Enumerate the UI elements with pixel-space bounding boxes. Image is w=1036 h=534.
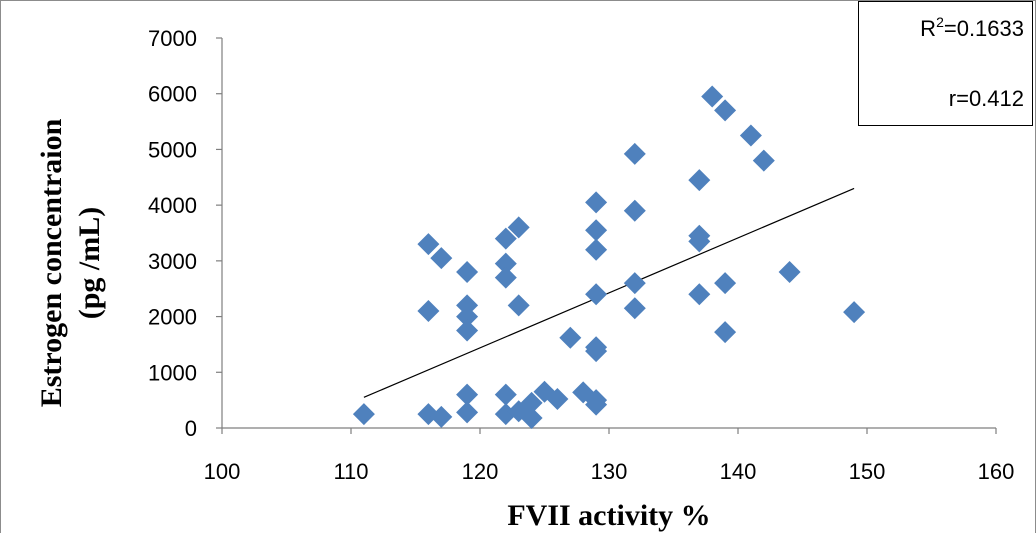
- y-tick-label: 0: [185, 416, 197, 441]
- data-point: [456, 294, 479, 317]
- data-point: [585, 219, 608, 242]
- data-point: [688, 230, 711, 253]
- data-point: [688, 283, 711, 306]
- data-point: [507, 216, 530, 239]
- data-point: [494, 266, 517, 289]
- data-point: [417, 300, 440, 322]
- data-point: [778, 261, 801, 283]
- data-point: [494, 227, 517, 250]
- y-tick-label: 4000: [148, 193, 197, 218]
- data-point: [688, 169, 711, 192]
- axis-labels: 0 1000 2000 3000 4000 5000 6000 7000 100 110 120 13…: [35, 26, 1014, 532]
- data-point: [623, 272, 646, 295]
- data-point: [585, 340, 608, 363]
- data-point: [701, 85, 724, 108]
- data-point: [417, 233, 440, 256]
- x-axis-title: FVII activity %: [507, 499, 710, 532]
- data-point: [585, 238, 608, 261]
- data-point: [494, 383, 517, 406]
- data-point: [585, 393, 608, 416]
- y-tick-label: 2000: [148, 305, 197, 330]
- data-point: [714, 321, 737, 344]
- data-point: [752, 149, 775, 172]
- data-points: [352, 85, 866, 429]
- data-point: [559, 326, 582, 349]
- data-point: [520, 391, 543, 414]
- data-point: [714, 272, 737, 295]
- data-point: [739, 124, 762, 147]
- y-axis-title-line: Estrogen concentraion: [35, 118, 68, 407]
- y-axis-title: Estrogen concentraion (pg /mL): [35, 118, 106, 407]
- y-tick-label: 5000: [148, 137, 197, 162]
- data-point: [494, 252, 517, 275]
- data-point: [843, 301, 866, 324]
- data-point: [456, 261, 479, 283]
- y-tick-label: 7000: [148, 26, 197, 51]
- data-point: [585, 283, 608, 306]
- x-tick-label: 110: [333, 459, 368, 484]
- data-point: [585, 191, 608, 214]
- data-point: [623, 142, 646, 165]
- x-tick-label: 150: [849, 459, 886, 484]
- r-squared-label: R2=0.1633: [920, 14, 1024, 41]
- x-tick-label: 160: [978, 459, 1015, 484]
- y-axis-title-line: (pg /mL): [73, 207, 106, 320]
- trendline-layer: [363, 187, 855, 398]
- data-point: [456, 305, 479, 328]
- data-point: [430, 405, 453, 428]
- data-point: [623, 297, 646, 320]
- data-point: [507, 294, 530, 317]
- r-value-label: r=0.412: [948, 86, 1024, 111]
- y-tick-label: 1000: [148, 360, 197, 385]
- axes: [216, 37, 997, 434]
- data-point: [546, 388, 569, 411]
- y-tick-label: 6000: [148, 82, 197, 107]
- data-point: [456, 319, 479, 342]
- data-point: [520, 406, 543, 429]
- statistics-box: R2=0.1633 r=0.412: [858, 1, 1033, 126]
- x-tick-label: 120: [462, 459, 499, 484]
- data-point: [456, 383, 479, 406]
- data-point: [430, 247, 453, 270]
- x-tick-label: 100: [204, 459, 241, 484]
- y-tick-label: 3000: [148, 249, 197, 274]
- x-tick-label: 140: [720, 459, 757, 484]
- data-point: [352, 403, 375, 426]
- data-point: [714, 99, 737, 122]
- data-point: [456, 401, 479, 424]
- x-tick-label: 130: [591, 459, 628, 484]
- trendline: [363, 187, 855, 398]
- data-point: [623, 199, 646, 222]
